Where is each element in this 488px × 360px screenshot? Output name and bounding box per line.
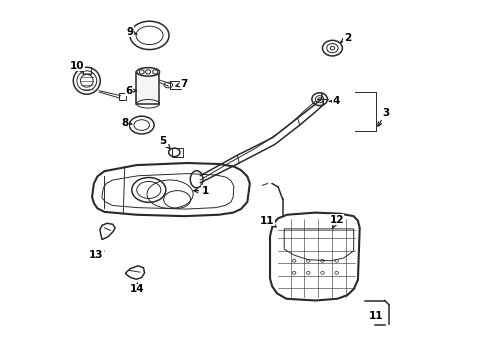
- Text: 13: 13: [89, 250, 104, 260]
- Text: 9: 9: [126, 27, 137, 37]
- Text: 7: 7: [176, 78, 187, 89]
- Text: 10: 10: [70, 61, 84, 72]
- Text: 1: 1: [193, 186, 209, 195]
- Text: 11: 11: [367, 311, 382, 321]
- Bar: [136, 72, 159, 104]
- Text: 3: 3: [377, 108, 389, 126]
- Text: 14: 14: [130, 283, 144, 294]
- Text: 12: 12: [329, 215, 343, 228]
- Bar: [82, 67, 90, 74]
- Bar: [119, 93, 126, 100]
- Ellipse shape: [136, 68, 159, 76]
- Text: 11: 11: [260, 216, 275, 227]
- Text: 2: 2: [340, 32, 350, 42]
- Text: 4: 4: [329, 96, 340, 106]
- Text: 6: 6: [125, 86, 136, 96]
- Text: 5: 5: [159, 136, 170, 149]
- Bar: [170, 81, 181, 89]
- Bar: [171, 148, 183, 157]
- Text: 8: 8: [121, 118, 132, 127]
